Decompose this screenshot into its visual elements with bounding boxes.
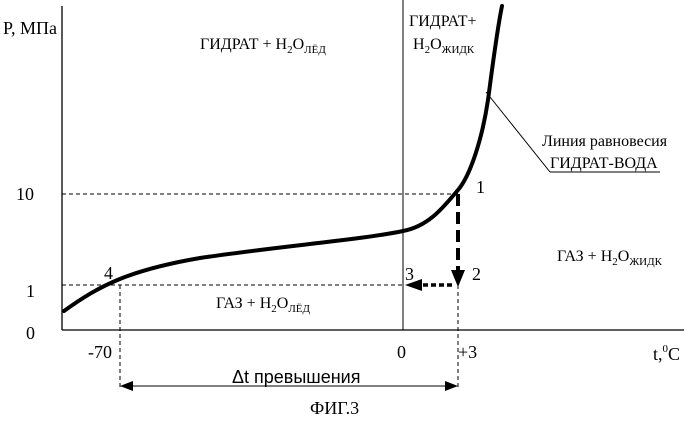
region-hydrate-liquid-line2: H2OЖИДК	[413, 36, 475, 56]
equilibrium-label-line1: Линия равновесия	[542, 133, 668, 150]
region-hydrate-liquid-line1: ГИДРАТ+	[409, 13, 477, 30]
x-axis-label: t,0C	[653, 343, 680, 364]
callout-leader	[486, 92, 550, 172]
x-axis-label-t: t,	[653, 344, 663, 364]
point-label-3: 3	[405, 264, 414, 284]
y-axis-label: P, МПа	[3, 18, 57, 38]
x-tick-0: 0	[397, 342, 406, 362]
y-tick-0: 0	[26, 323, 35, 343]
figure-caption: ФИГ.3	[310, 398, 359, 418]
region-gas-liquid: ГАЗ + H2OЖИДК	[557, 248, 663, 268]
y-tick-10: 10	[16, 184, 34, 204]
region-hydrate-ice: ГИДРАТ + H2OЛЁД	[200, 36, 326, 56]
point-label-2: 2	[472, 264, 481, 284]
delta-arrow-left-head	[120, 381, 133, 391]
arrow-head-down	[451, 270, 465, 287]
point-label-1: 1	[476, 177, 485, 197]
delta-arrow-right-head	[445, 381, 458, 391]
x-axis-label-unit: C	[668, 344, 680, 364]
x-tick-plus-3: +3	[458, 342, 477, 362]
x-tick-minus-70: -70	[88, 342, 112, 362]
y-tick-1: 1	[26, 281, 35, 301]
equilibrium-label-line2: ГИДРАТ-ВОДА	[550, 155, 658, 172]
point-label-4: 4	[104, 263, 113, 283]
delta-label: Δt превышения	[232, 367, 361, 387]
region-gas-ice: ГАЗ + H2OЛЁД	[216, 295, 311, 315]
